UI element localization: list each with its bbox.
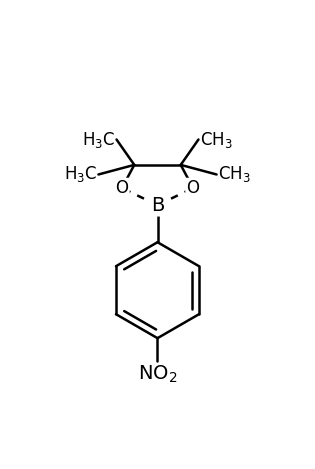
- Text: NO$_2$: NO$_2$: [138, 364, 177, 385]
- Text: CH$_3$: CH$_3$: [200, 129, 233, 150]
- Text: CH$_3$: CH$_3$: [218, 165, 251, 184]
- Text: O: O: [186, 179, 200, 197]
- Text: B: B: [151, 196, 164, 215]
- Text: O: O: [115, 179, 129, 197]
- Text: H$_3$C: H$_3$C: [82, 129, 115, 150]
- Text: H$_3$C: H$_3$C: [64, 165, 97, 184]
